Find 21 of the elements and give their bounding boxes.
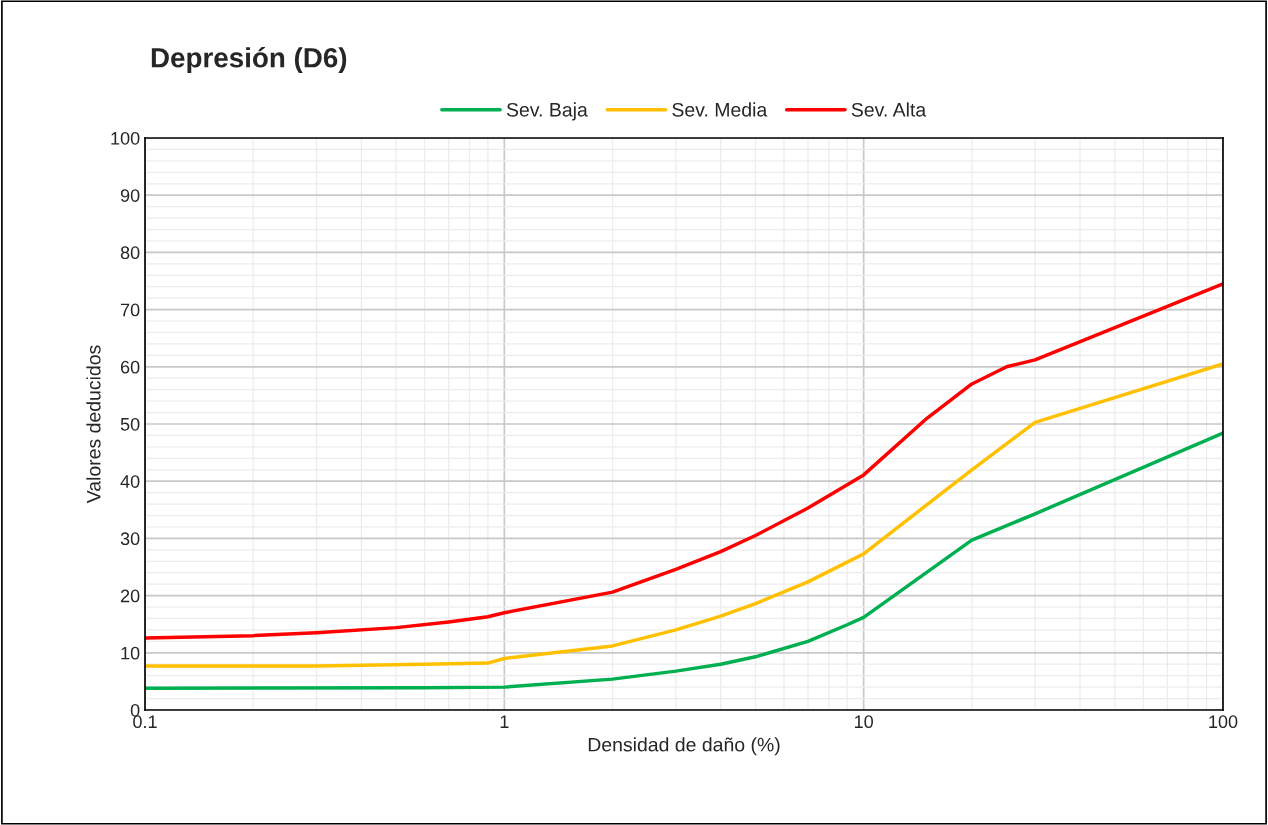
- y-tick-label: 0: [130, 703, 140, 717]
- y-tick-label: 30: [120, 532, 140, 546]
- x-tick-label: 10: [855, 715, 873, 729]
- x-tick-label: 100: [1209, 715, 1238, 729]
- y-tick-label: 70: [120, 303, 140, 317]
- y-tick-label: 90: [120, 189, 140, 202]
- y-tick-label: 60: [120, 360, 140, 374]
- y-tick-label: 10: [121, 646, 140, 660]
- y-tick-label: 50: [120, 417, 140, 431]
- legend-label: Sev. Media: [672, 102, 768, 117]
- y-tick-label: 20: [120, 589, 140, 603]
- y-tick-label: 80: [120, 246, 140, 260]
- x-tick-label: 1: [500, 715, 509, 728]
- legend-label: Sev. Alta: [851, 102, 927, 117]
- y-axis-title: Valores deducidos: [86, 345, 101, 504]
- x-tick-label: 0.1: [133, 715, 157, 729]
- chart-title: Depresión (D6): [151, 46, 347, 74]
- x-axis-title: Densidad de daño (%): [588, 737, 780, 756]
- y-tick-label: 40: [120, 475, 140, 488]
- y-tick-label: 100: [111, 131, 140, 145]
- legend-label: Sev. Baja: [506, 102, 588, 121]
